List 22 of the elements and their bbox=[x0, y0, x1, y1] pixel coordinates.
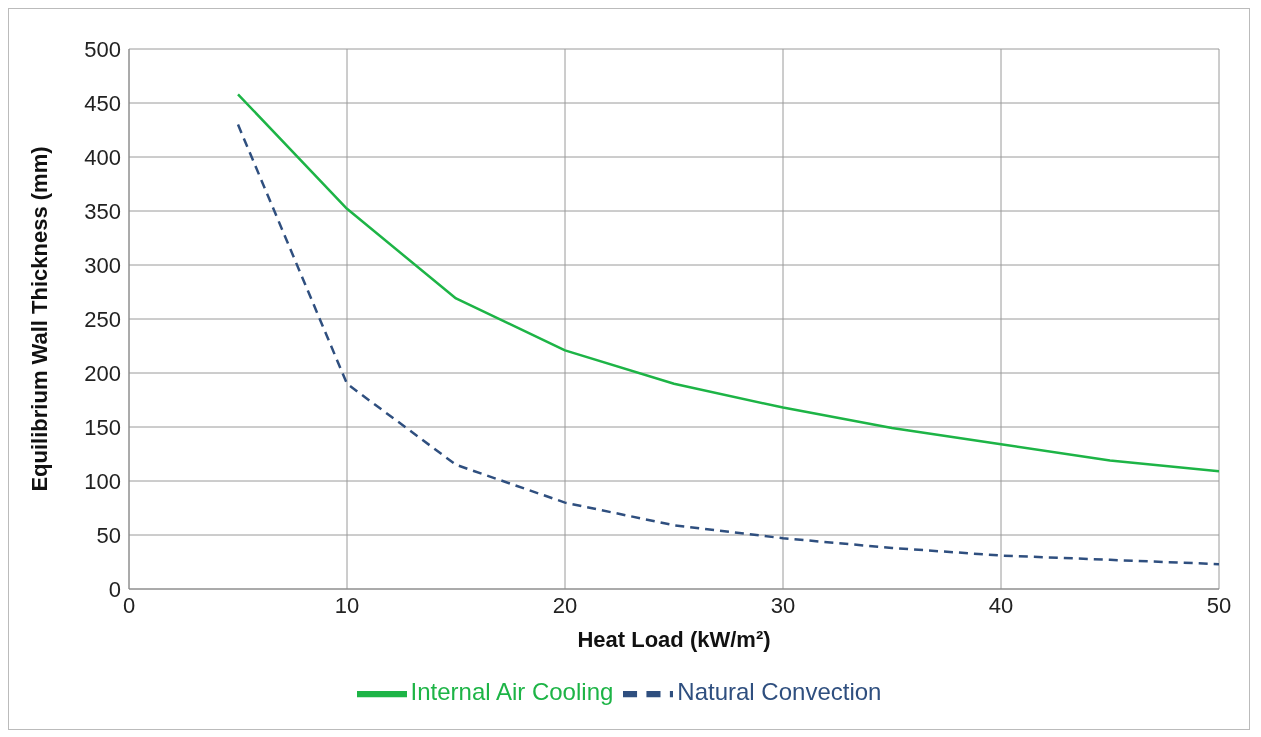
x-tick-label: 50 bbox=[1206, 592, 1232, 618]
y-tick-label: 100 bbox=[84, 468, 121, 494]
y-tick-label: 300 bbox=[84, 252, 121, 278]
y-tick-label: 50 bbox=[96, 522, 121, 548]
y-tick-label: 200 bbox=[84, 360, 121, 386]
x-axis-title: Heat Load (kW/m²) bbox=[577, 627, 771, 652]
legend-label: Natural Convection bbox=[677, 678, 882, 706]
legend-label: Internal Air Cooling bbox=[410, 678, 614, 706]
x-tick-label: 40 bbox=[988, 592, 1014, 618]
y-tick-label: 400 bbox=[84, 144, 121, 170]
y-tick-label: 0 bbox=[108, 576, 121, 602]
x-tick-label: 10 bbox=[334, 592, 360, 618]
x-tick-label: 30 bbox=[770, 592, 796, 618]
y-tick-label: 250 bbox=[84, 306, 121, 332]
y-tick-label: 450 bbox=[84, 90, 121, 116]
x-tick-label: 20 bbox=[552, 592, 578, 618]
line-series bbox=[236, 123, 1219, 566]
line-series bbox=[236, 93, 1219, 473]
y-tick-label: 500 bbox=[84, 36, 121, 62]
y-tick-label: 350 bbox=[84, 198, 121, 224]
y-tick-label: 150 bbox=[84, 414, 121, 440]
y-axis-title: Equilibrium Wall Thickness (mm) bbox=[26, 146, 52, 492]
